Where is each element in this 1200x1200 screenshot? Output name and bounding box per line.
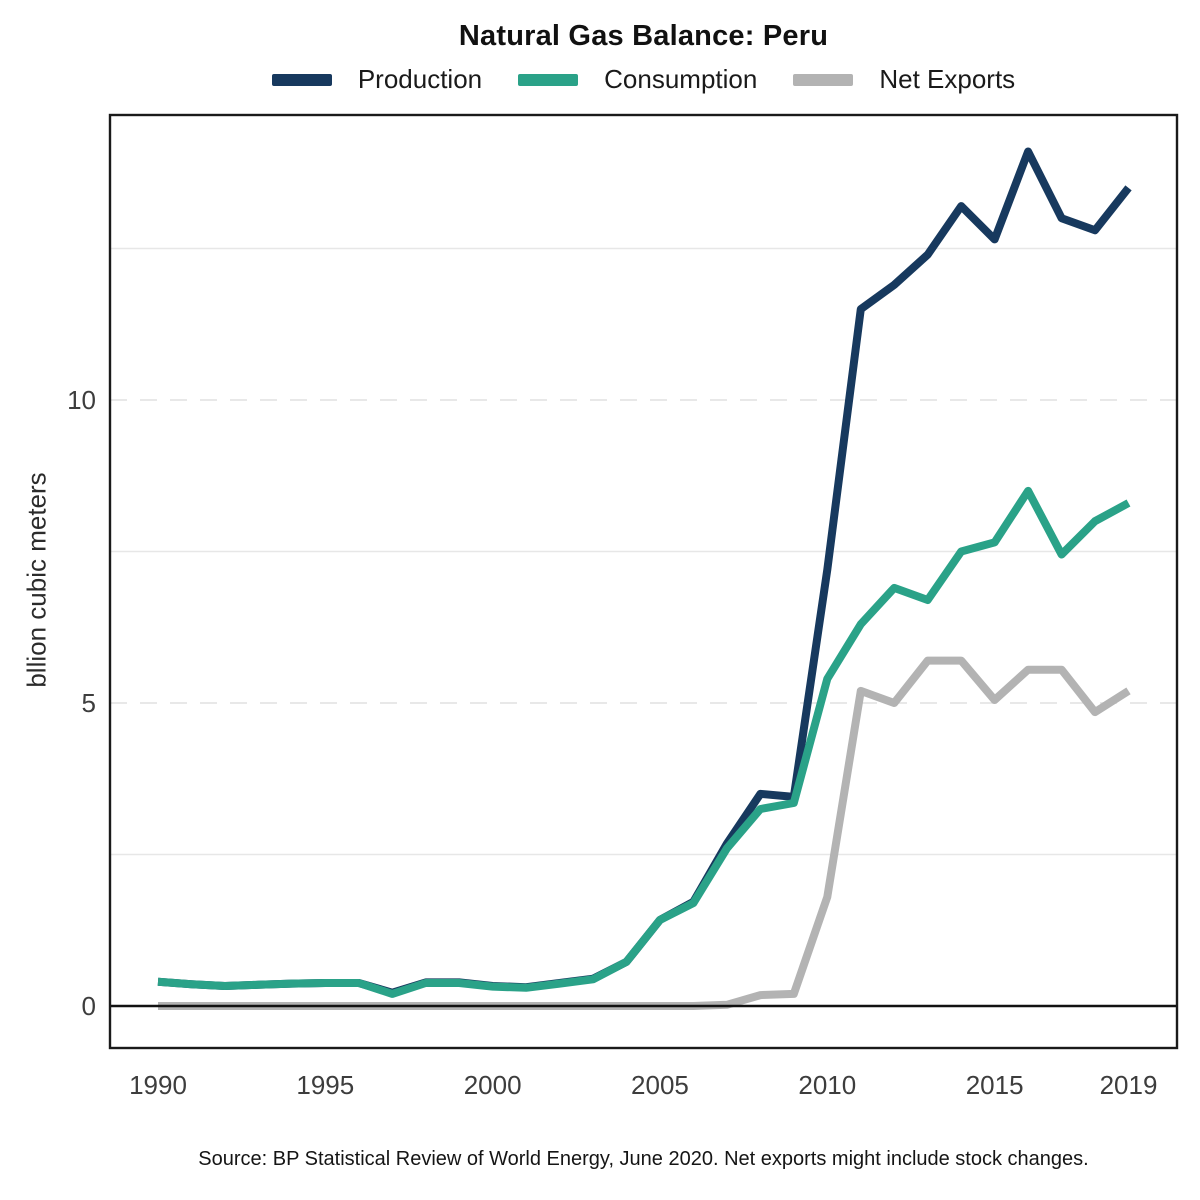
x-tick-label: 2000 [464, 1070, 522, 1100]
x-tick-label: 2005 [631, 1070, 689, 1100]
legend-item-production: Production [271, 64, 483, 95]
series-line-production [157, 147, 1132, 997]
x-tick-label: 1995 [296, 1070, 354, 1100]
x-tick-label: 2019 [1100, 1070, 1158, 1100]
production-swatch [271, 73, 332, 86]
series-line-consumption [157, 486, 1131, 998]
chart-title: Natural Gas Balance: Peru [458, 20, 829, 52]
plot-border [108, 113, 1179, 1050]
legend: Production Consumption Net Exports [110, 64, 1177, 95]
y-tick-label: 5 [82, 688, 96, 718]
y-tick-label: 10 [67, 385, 96, 415]
legend-label-net-exports: Net Exports [879, 64, 1016, 94]
x-tick-label: 2010 [798, 1070, 856, 1100]
x-tick-label: 1990 [129, 1070, 187, 1100]
consumption-swatch [518, 73, 579, 86]
series-line-net-exports [158, 656, 1131, 1010]
legend-item-consumption: Consumption [518, 64, 757, 95]
net-exports-swatch [793, 73, 854, 86]
x-tick-label: 2015 [966, 1070, 1024, 1100]
source-note: Source: BP Statistical Review of World E… [198, 1148, 1089, 1170]
legend-label-production: Production [357, 64, 483, 94]
legend-item-net-exports: Net Exports [793, 64, 1015, 95]
legend-label-consumption: Consumption [604, 64, 758, 94]
y-tick-label: 0 [82, 991, 96, 1021]
